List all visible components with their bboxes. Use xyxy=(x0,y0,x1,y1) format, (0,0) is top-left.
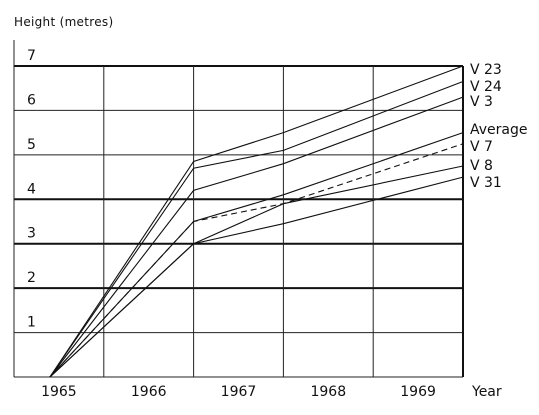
x-axis-title: Year xyxy=(471,384,502,400)
y-tick-label-7: 7 xyxy=(27,48,36,64)
x-tick-label-1969: 1969 xyxy=(400,384,436,400)
x-tick-label-1966: 1966 xyxy=(131,384,167,400)
series-line-v-23 xyxy=(49,65,464,378)
y-axis-title: Height (metres) xyxy=(14,15,113,29)
y-tick-label-6: 6 xyxy=(27,92,36,108)
series-label-v-7: V 7 xyxy=(470,139,493,155)
series-line-v-3 xyxy=(49,96,464,378)
x-tick-label-1967: 1967 xyxy=(221,384,257,400)
y-tick-labels: 1 2 3 4 5 6 7 xyxy=(27,48,36,331)
y-tick-label-3: 3 xyxy=(27,226,36,242)
x-tick-label-1965: 1965 xyxy=(41,384,77,400)
series-label-v-23: V 23 xyxy=(470,62,502,78)
series-label-v-3: V 3 xyxy=(470,94,493,110)
series-label-v-24: V 24 xyxy=(470,79,502,95)
y-tick-label-5: 5 xyxy=(27,137,36,153)
series-line-average xyxy=(49,132,464,378)
series-line-v-8 xyxy=(49,165,464,378)
series-label-v-31: V 31 xyxy=(470,175,502,191)
series-label-v-8: V 8 xyxy=(470,158,493,174)
y-tick-label-4: 4 xyxy=(27,181,36,197)
series-line-v-24 xyxy=(49,80,464,378)
x-tick-label-1968: 1968 xyxy=(310,384,346,400)
y-tick-label-2: 2 xyxy=(27,270,36,286)
series-lines xyxy=(49,65,464,378)
series-label-average: Average xyxy=(470,122,528,138)
series-line-v-31 xyxy=(49,176,464,378)
series-line-v-7 xyxy=(49,143,464,378)
y-tick-label-1: 1 xyxy=(27,315,36,331)
grid xyxy=(13,40,464,378)
x-tick-labels: 1965 1966 1967 1968 1969 xyxy=(41,384,436,400)
